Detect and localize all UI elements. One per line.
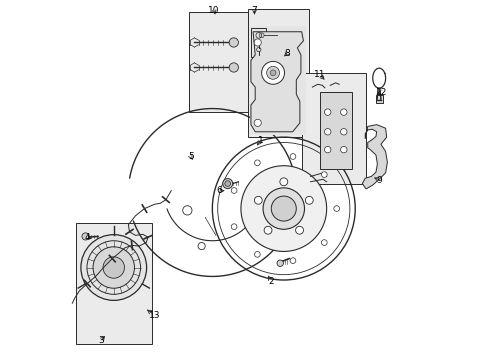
Text: 4: 4	[84, 233, 90, 242]
Circle shape	[222, 179, 232, 189]
Bar	[322, 97, 349, 155]
Circle shape	[82, 233, 89, 240]
Polygon shape	[320, 93, 351, 169]
Circle shape	[321, 240, 326, 246]
Circle shape	[254, 252, 260, 257]
Circle shape	[241, 166, 326, 251]
Circle shape	[263, 188, 304, 229]
Circle shape	[254, 39, 261, 46]
Bar	[301, 73, 365, 184]
Circle shape	[305, 196, 312, 204]
Circle shape	[321, 172, 326, 177]
Circle shape	[340, 109, 346, 115]
Text: 1: 1	[257, 136, 263, 145]
Circle shape	[93, 247, 134, 288]
Circle shape	[324, 147, 330, 153]
Circle shape	[103, 257, 124, 278]
Circle shape	[229, 38, 238, 47]
Circle shape	[324, 129, 330, 135]
Circle shape	[266, 66, 279, 79]
Circle shape	[183, 206, 192, 215]
Polygon shape	[362, 125, 386, 189]
Bar	[189, 12, 247, 112]
Circle shape	[340, 147, 346, 153]
Text: 6: 6	[216, 186, 222, 195]
Circle shape	[224, 181, 230, 186]
Bar	[249, 26, 305, 135]
Text: 9: 9	[376, 176, 382, 185]
Circle shape	[279, 178, 287, 186]
Circle shape	[198, 243, 205, 249]
Text: 11: 11	[313, 70, 325, 79]
Circle shape	[295, 226, 303, 234]
Circle shape	[81, 235, 146, 300]
Text: 13: 13	[148, 311, 160, 320]
Polygon shape	[250, 32, 303, 132]
Circle shape	[289, 258, 295, 264]
Text: 10: 10	[208, 6, 220, 15]
Circle shape	[324, 109, 330, 115]
Circle shape	[261, 62, 284, 84]
Text: 5: 5	[188, 152, 193, 161]
Circle shape	[231, 224, 237, 230]
Circle shape	[276, 260, 283, 266]
Circle shape	[270, 70, 275, 76]
Text: 2: 2	[268, 277, 274, 286]
Circle shape	[289, 154, 295, 159]
Bar	[310, 84, 362, 180]
Text: 12: 12	[376, 88, 387, 97]
Text: 3: 3	[98, 336, 103, 345]
Bar	[251, 28, 265, 57]
Circle shape	[333, 206, 339, 211]
Circle shape	[231, 188, 237, 193]
Circle shape	[271, 196, 296, 221]
Circle shape	[259, 33, 264, 38]
Circle shape	[254, 160, 260, 166]
Circle shape	[254, 196, 262, 204]
Circle shape	[264, 226, 271, 234]
Circle shape	[229, 63, 238, 72]
Circle shape	[254, 119, 261, 126]
Circle shape	[340, 129, 346, 135]
Bar	[375, 95, 382, 103]
Bar	[76, 223, 151, 344]
Text: 7: 7	[251, 6, 257, 15]
Text: 8: 8	[284, 49, 290, 58]
Bar	[247, 9, 308, 137]
Bar	[250, 27, 304, 134]
